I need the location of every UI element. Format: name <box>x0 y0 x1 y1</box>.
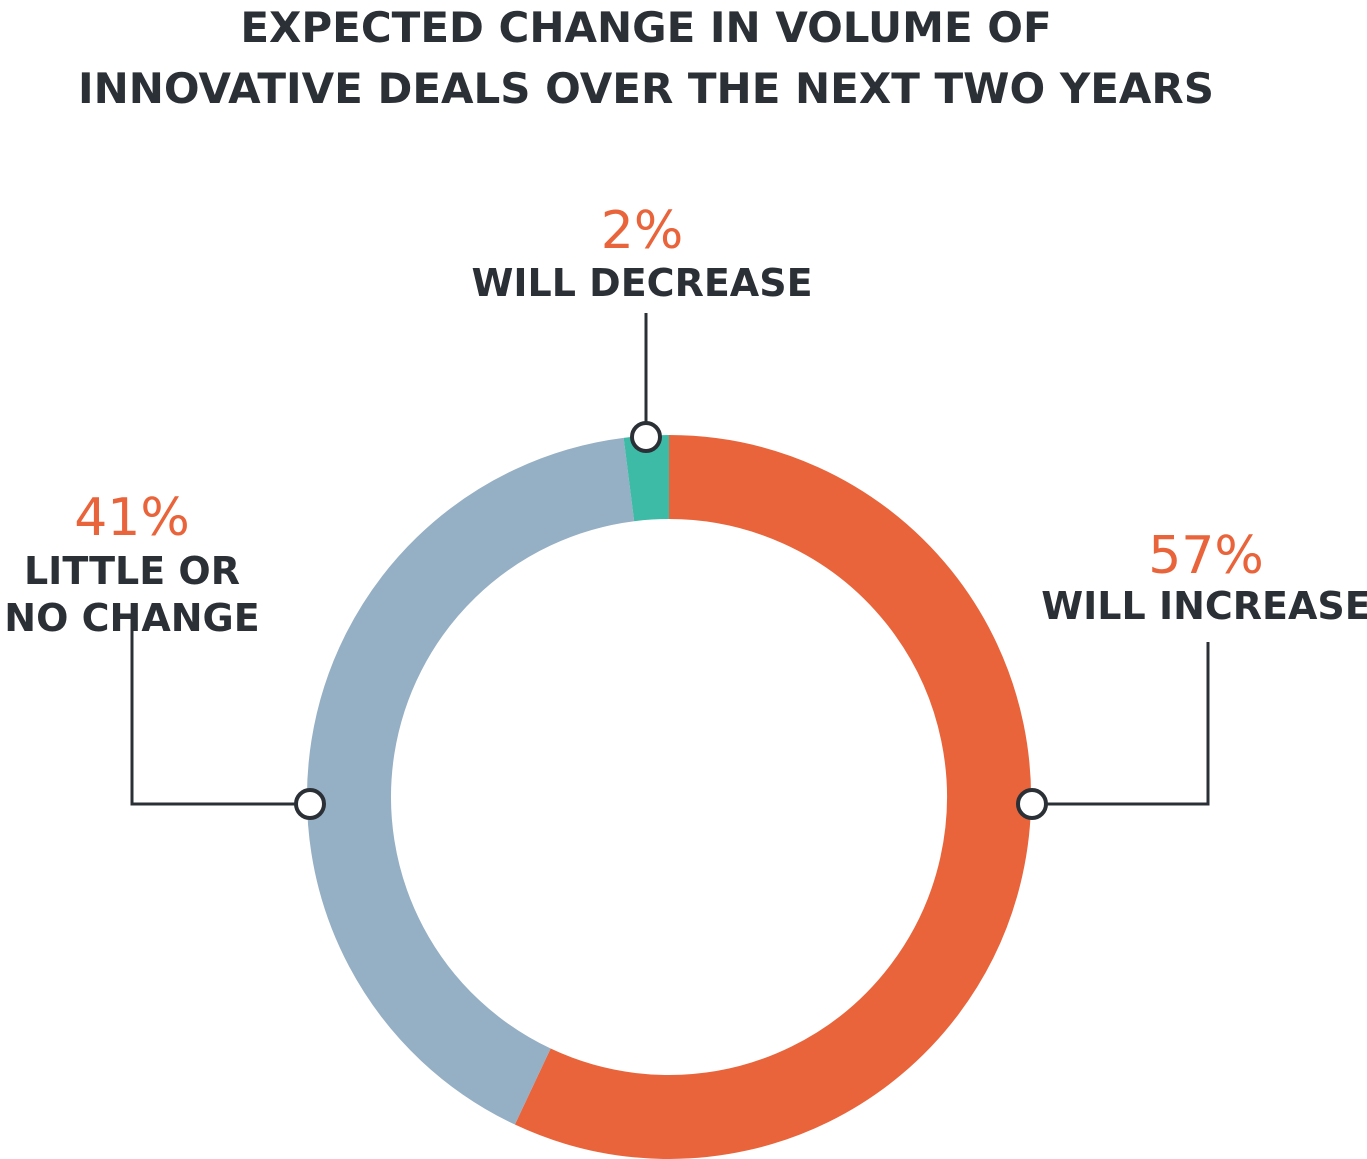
leader-line-little-or-no-change <box>130 616 310 806</box>
chart-title-line-2: INNOVATIVE DEALS OVER THE NEXT TWO YEARS <box>78 64 1214 113</box>
category-label-little-or-no-change-1: LITTLE OR <box>24 549 240 593</box>
leader-dot-will-increase <box>1016 788 1048 820</box>
category-label-little-or-no-change-2: NO CHANGE <box>4 596 259 640</box>
category-label-will-increase-1: WILL INCREASE <box>1041 584 1367 628</box>
leader-dot-little-or-no-change <box>294 788 326 820</box>
value-label-will-decrease: 2% <box>601 201 684 261</box>
donut-slices <box>307 435 1031 1159</box>
leader-line-will-increase <box>1032 642 1210 806</box>
value-label-will-increase: 57% <box>1148 526 1264 586</box>
category-label-will-decrease-1: WILL DECREASE <box>471 261 812 305</box>
chart-title-line-1: EXPECTED CHANGE IN VOLUME OF <box>240 3 1051 52</box>
slice-will-decrease <box>623 435 670 522</box>
leader-dot-will-decrease <box>630 421 662 453</box>
slice-will-increase <box>514 435 1031 1159</box>
slice-little-or-no-change <box>307 437 635 1125</box>
value-label-little-or-no-change: 41% <box>74 488 190 548</box>
